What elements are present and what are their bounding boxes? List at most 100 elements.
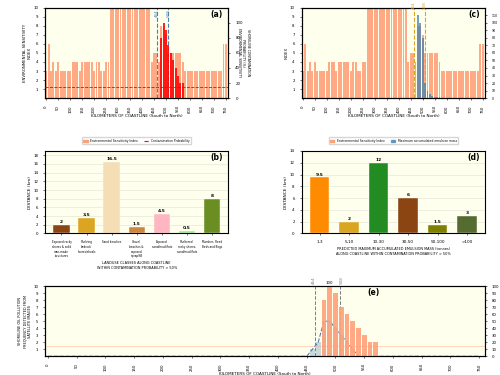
Shoreline Oil Pollution Frequency xyxy=(338,333,344,338)
Bar xyxy=(381,8,383,98)
Bar xyxy=(374,342,378,356)
Bar xyxy=(162,22,164,98)
Bar xyxy=(198,71,200,98)
Bar xyxy=(192,71,194,98)
Bar xyxy=(339,307,344,356)
Bar xyxy=(470,71,472,98)
X-axis label: LANDUSE CLASSES ALONG COASTLINE
WITHIN CONTAMINATION PROBABILITY > 50%: LANDUSE CLASSES ALONG COASTLINE WITHIN C… xyxy=(96,261,177,270)
Bar xyxy=(477,71,479,98)
Shoreline Oil Pollution Frequency xyxy=(326,319,332,324)
Y-axis label: INDEX: INDEX xyxy=(284,47,288,59)
Bar xyxy=(378,8,380,98)
Bar xyxy=(362,62,364,98)
Bar xyxy=(326,71,328,98)
Bar xyxy=(446,71,448,98)
Bar xyxy=(412,53,414,98)
Bar xyxy=(424,53,426,98)
Bar xyxy=(158,62,160,98)
Bar xyxy=(342,62,344,98)
Bar xyxy=(160,38,162,98)
Bar xyxy=(386,8,388,98)
Bar xyxy=(177,75,179,98)
Bar xyxy=(128,227,145,233)
Bar xyxy=(160,26,162,98)
Bar xyxy=(182,83,184,98)
Bar xyxy=(208,71,210,98)
Bar xyxy=(196,71,198,98)
Shoreline Oil Pollution Frequency xyxy=(269,354,275,358)
Bar xyxy=(220,71,222,98)
Bar xyxy=(103,71,104,98)
Bar xyxy=(436,53,438,98)
Bar xyxy=(422,35,424,98)
Bar xyxy=(458,71,460,98)
Bar xyxy=(429,53,431,98)
Bar xyxy=(328,286,332,356)
Bar xyxy=(182,62,184,98)
Bar xyxy=(474,71,476,98)
Text: 464: 464 xyxy=(312,276,316,284)
Bar xyxy=(368,342,372,356)
Text: (d): (d) xyxy=(467,153,479,162)
Bar xyxy=(67,71,68,98)
Bar xyxy=(432,53,433,98)
Bar xyxy=(314,62,316,98)
Text: (e): (e) xyxy=(367,288,380,297)
Bar xyxy=(72,62,74,98)
Bar xyxy=(100,71,102,98)
Bar xyxy=(178,231,195,233)
Bar xyxy=(482,44,484,98)
Text: (b): (b) xyxy=(210,153,223,162)
Text: 464: 464 xyxy=(412,2,416,9)
Bar xyxy=(422,38,424,98)
Bar xyxy=(328,321,332,356)
Text: 6: 6 xyxy=(406,193,410,197)
Text: 1.5: 1.5 xyxy=(434,220,442,224)
Bar xyxy=(91,62,92,98)
Bar xyxy=(324,71,326,98)
Bar xyxy=(444,71,445,98)
Text: 100: 100 xyxy=(326,282,334,285)
Text: 2: 2 xyxy=(60,220,63,224)
Text: 3.5: 3.5 xyxy=(82,213,90,217)
Bar xyxy=(52,62,54,98)
Text: 3: 3 xyxy=(466,211,468,215)
Bar xyxy=(352,62,354,98)
Bar xyxy=(453,71,455,98)
Bar xyxy=(165,30,167,98)
Text: 1.5: 1.5 xyxy=(133,222,140,226)
Bar xyxy=(398,8,400,98)
Bar xyxy=(390,8,392,98)
Bar xyxy=(76,62,78,98)
Bar xyxy=(310,349,315,356)
Text: 4.5: 4.5 xyxy=(158,209,166,213)
Bar xyxy=(132,8,134,98)
X-axis label: KILOMETERS OF COASTLINE (South to North): KILOMETERS OF COASTLINE (South to North) xyxy=(219,372,311,375)
Bar xyxy=(339,335,344,356)
Bar xyxy=(450,71,452,98)
Bar xyxy=(180,53,182,98)
Bar xyxy=(306,71,308,98)
Bar xyxy=(84,62,86,98)
Bar xyxy=(432,96,433,98)
Bar xyxy=(174,53,176,98)
Text: (a): (a) xyxy=(210,10,223,19)
Bar xyxy=(48,44,50,98)
Bar xyxy=(366,8,368,98)
Bar xyxy=(410,53,412,98)
Bar xyxy=(441,71,443,98)
Bar xyxy=(105,62,107,98)
Text: 464: 464 xyxy=(155,9,159,16)
Y-axis label: DISTANCE (km): DISTANCE (km) xyxy=(284,176,288,209)
Bar xyxy=(117,8,119,98)
Text: 16.5: 16.5 xyxy=(106,157,117,161)
Bar xyxy=(180,83,182,98)
Bar xyxy=(426,53,428,98)
Text: 508: 508 xyxy=(339,276,343,284)
Shoreline Oil Pollution Frequency xyxy=(45,354,51,358)
Y-axis label: MAXIMUM ACCUMULATED
EMULSION MASS (tonnes): MAXIMUM ACCUMULATED EMULSION MASS (tonne… xyxy=(498,30,500,76)
Y-axis label: SHORELINE CONTAMINATION
PROBABILITY (%): SHORELINE CONTAMINATION PROBABILITY (%) xyxy=(498,296,500,346)
Bar xyxy=(350,71,352,98)
Bar xyxy=(417,26,419,98)
Bar xyxy=(434,97,436,98)
